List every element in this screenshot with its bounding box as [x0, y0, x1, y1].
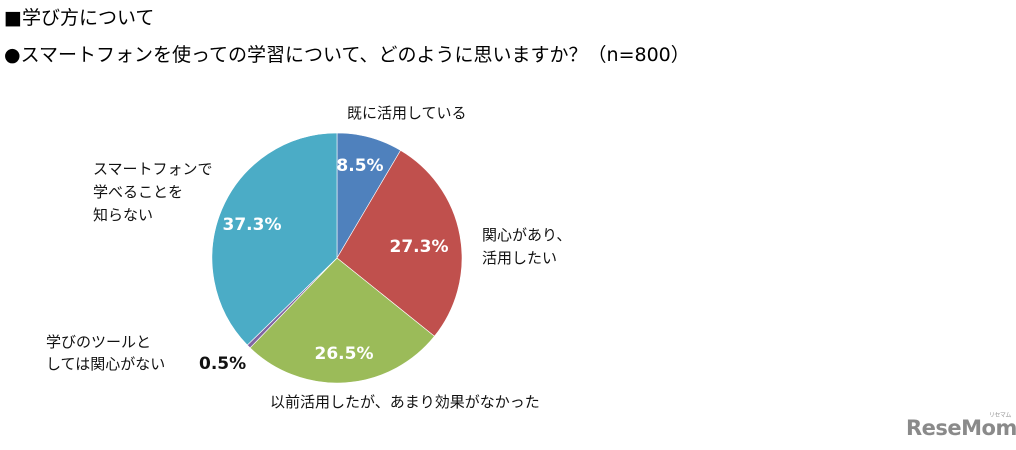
label-didnt-know-line1: スマートフォンで [93, 160, 213, 178]
pct-didnt-know: 37.3% [222, 215, 282, 235]
slice-interested [336, 149, 463, 337]
label-didnt-know-line3: 知らない [93, 206, 154, 224]
label-no-interest-line2: しては関心がない [46, 355, 166, 373]
pct-previously-used: 26.5% [314, 344, 374, 364]
question-title: ●スマートフォンを使っての学習について、どのように思いますか？（n=800） [4, 44, 690, 66]
label-no-interest-line1: 学びのツールと [46, 333, 152, 351]
slice-didnt-know [211, 132, 338, 346]
label-didnt-know-line2: 学べることを [93, 183, 184, 201]
section-title: ■学び方について [4, 7, 155, 29]
label-already-using: 既に活用している [347, 104, 467, 122]
pct-interested: 27.3% [389, 237, 449, 257]
label-previously-used: 以前活用したが、あまり効果がなかった [270, 393, 540, 411]
slice-previously-used [249, 257, 435, 384]
pct-already-using: 8.5% [336, 156, 384, 176]
label-interested-line2: 活用したい [482, 249, 558, 267]
logo-text: ReseMom [906, 416, 1016, 440]
resemom-logo: ReseMom リセマム [906, 412, 1016, 440]
label-interested-line1: 関心があり、 [482, 226, 572, 244]
logo-ruby: リセマム [988, 412, 1012, 419]
pct-no-interest: 0.5% [199, 354, 247, 374]
